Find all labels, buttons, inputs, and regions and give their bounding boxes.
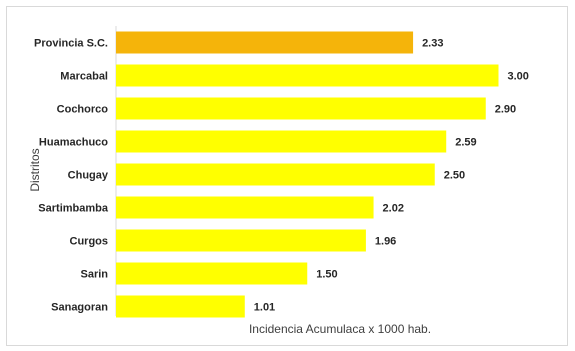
data-label-3: 2.59 (455, 137, 476, 149)
data-label-5: 2.02 (383, 203, 404, 215)
bar-1 (116, 64, 499, 87)
y-tick-label-4: Chugay (68, 170, 109, 182)
data-label-4: 2.50 (444, 170, 465, 182)
bar-5 (116, 196, 374, 219)
y-tick-label-6: Curgos (70, 236, 109, 248)
y-tick-label-8: Sanagoran (51, 302, 108, 314)
data-label-6: 1.96 (375, 236, 396, 248)
y-axis-title: Distritos (28, 148, 42, 191)
y-tick-label-0: Provincia S.C. (34, 38, 108, 50)
bar-8 (116, 295, 245, 318)
y-tick-label-5: Sartimbamba (38, 203, 109, 215)
y-tick-label-2: Cochorco (57, 104, 109, 116)
y-tick-label-7: Sarin (80, 269, 108, 281)
data-label-0: 2.33 (422, 38, 443, 50)
data-labels: 2.33 3.00 2.90 2.59 2.50 2.02 1.96 1.50 1.01 (254, 38, 529, 314)
data-label-8: 1.01 (254, 302, 275, 314)
bar-3 (116, 130, 447, 153)
x-axis-title: Incidencia Acumulaca x 1000 hab. (249, 322, 431, 336)
y-tick-labels: Provincia S.C. Marcabal Cochorco Huamachuco… (34, 38, 109, 314)
data-label-1: 3.00 (508, 71, 529, 83)
bars-group (116, 31, 499, 318)
bar-4 (116, 163, 435, 186)
y-tick-label-1: Marcabal (60, 71, 108, 83)
data-label-7: 1.50 (316, 269, 337, 281)
bar-6 (116, 229, 366, 252)
bar-0 (116, 31, 414, 54)
bar-2 (116, 97, 486, 120)
y-tick-label-3: Huamachuco (39, 137, 108, 149)
bar-7 (116, 262, 308, 285)
data-label-2: 2.90 (495, 104, 516, 116)
